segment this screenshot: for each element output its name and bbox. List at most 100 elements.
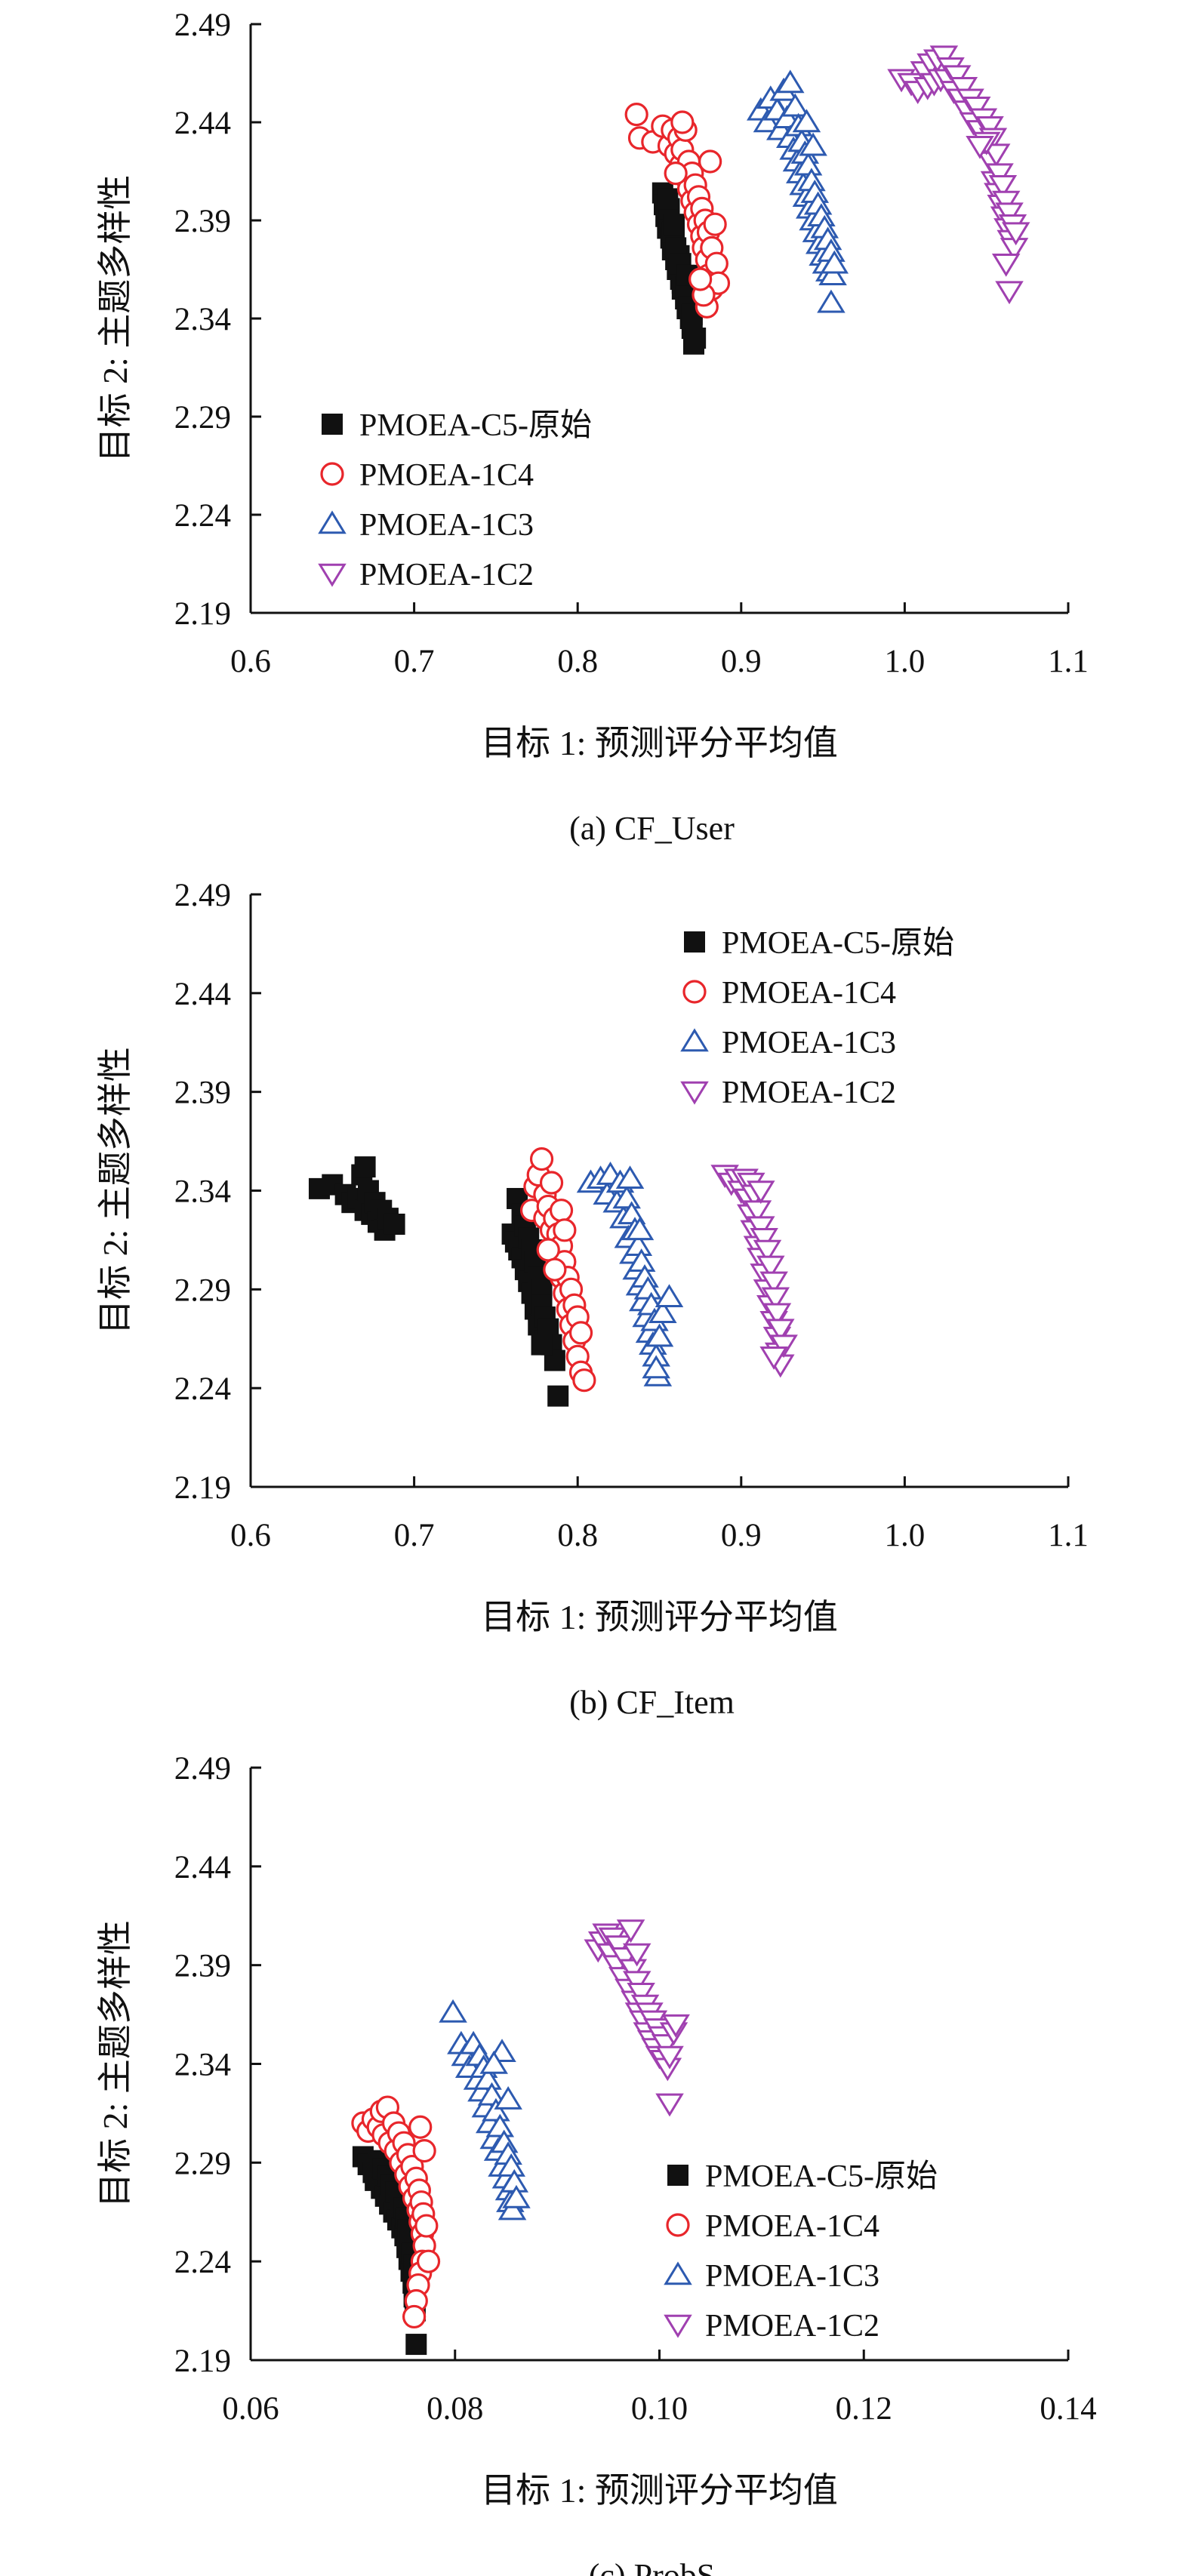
data-point xyxy=(753,1239,782,1263)
x-tick-label: 0.08 xyxy=(427,2391,483,2427)
series-4 xyxy=(710,1165,798,1378)
data-point xyxy=(625,1217,655,1241)
data-point xyxy=(477,2082,507,2106)
data-point xyxy=(766,1319,795,1343)
x-tick-label: 0.8 xyxy=(557,1518,598,1553)
y-tick-label: 2.39 xyxy=(174,204,231,239)
series-4 xyxy=(887,45,1030,305)
data-point xyxy=(618,1959,648,1983)
data-point xyxy=(412,2139,436,2163)
data-point xyxy=(942,65,972,89)
y-tick-label: 2.19 xyxy=(174,596,231,632)
x-axis-title: 目标 1: 预测评分平均值 xyxy=(481,2471,838,2510)
legend-marker xyxy=(680,1028,709,1052)
data-point xyxy=(494,2086,522,2110)
data-point xyxy=(416,2249,441,2273)
series-1 xyxy=(651,182,707,355)
y-axis-title: 目标 2: 主题多样性 xyxy=(96,175,134,463)
data-point xyxy=(414,2214,439,2238)
data-point xyxy=(792,109,821,133)
x-tick-label: 0.8 xyxy=(557,644,598,679)
y-tick-label: 2.24 xyxy=(174,498,231,534)
data-point xyxy=(604,1935,633,1959)
legend-marker xyxy=(320,462,344,486)
data-point xyxy=(664,162,688,186)
data-point xyxy=(753,109,782,133)
y-tick-label: 2.29 xyxy=(174,2146,231,2181)
legend-marker xyxy=(318,563,347,587)
x-tick-label: 0.06 xyxy=(222,2391,279,2427)
data-point xyxy=(799,132,827,156)
data-point xyxy=(539,1171,564,1195)
data-point xyxy=(622,1971,651,1995)
data-point xyxy=(769,1334,798,1359)
data-point xyxy=(547,1385,569,1407)
x-tick-label: 1.0 xyxy=(885,644,926,679)
legend-label: PMOEA-C5-原始 xyxy=(359,408,592,443)
legend-marker xyxy=(664,2314,692,2338)
data-point xyxy=(820,250,849,274)
data-point xyxy=(756,1255,785,1279)
x-tick-label: 0.9 xyxy=(721,1518,762,1553)
legend-marker xyxy=(666,2213,690,2237)
legend-marker xyxy=(318,510,347,534)
data-point xyxy=(981,143,1011,168)
chart-caption: (c) ProbS xyxy=(589,2557,715,2576)
data-point xyxy=(743,1200,772,1224)
data-point xyxy=(405,2334,427,2356)
data-point xyxy=(485,2113,515,2137)
data-point xyxy=(750,1228,778,1251)
y-tick-label: 2.19 xyxy=(174,1470,231,1506)
legend-marker xyxy=(682,980,707,1004)
x-tick-label: 0.7 xyxy=(394,644,435,679)
data-point xyxy=(657,188,679,210)
y-tick-label: 2.34 xyxy=(174,2048,231,2083)
data-point xyxy=(1001,222,1030,246)
data-point xyxy=(991,253,1021,277)
series-1 xyxy=(308,1156,569,1407)
legend-label: PMOEA-1C2 xyxy=(705,2309,879,2344)
y-tick-label: 2.44 xyxy=(174,1850,231,1885)
series-2 xyxy=(624,103,731,319)
legend-label: PMOEA-1C4 xyxy=(722,976,896,1011)
x-tick-label: 1.1 xyxy=(1048,1518,1089,1553)
chart-caption: (b) CF_Item xyxy=(569,1684,735,1721)
data-point xyxy=(703,212,727,236)
legend-label: PMOEA-1C4 xyxy=(705,2209,879,2244)
data-point xyxy=(624,103,648,127)
legend-marker xyxy=(680,1081,709,1105)
data-point xyxy=(655,2093,684,2117)
data-point xyxy=(645,1323,674,1347)
x-axis-title: 目标 1: 预测评分平均值 xyxy=(481,1598,838,1636)
data-point xyxy=(648,1300,677,1323)
y-tick-label: 2.39 xyxy=(174,1076,231,1111)
x-tick-label: 0.7 xyxy=(394,1518,435,1553)
data-point xyxy=(627,1983,655,2006)
x-axis-title: 目标 1: 预测评分平均值 xyxy=(481,724,838,762)
legend-label: PMOEA-1C3 xyxy=(359,508,534,543)
data-point xyxy=(698,149,722,174)
legend-label: PMOEA-C5-原始 xyxy=(722,926,954,961)
series-2 xyxy=(351,2095,441,2329)
y-tick-label: 2.49 xyxy=(174,8,231,43)
data-point xyxy=(688,267,713,291)
data-point xyxy=(685,328,707,349)
legend-label: PMOEA-1C2 xyxy=(722,1076,896,1110)
legend-marker xyxy=(684,931,705,953)
data-point xyxy=(622,1943,651,1967)
data-point xyxy=(536,1238,560,1262)
y-tick-label: 2.44 xyxy=(174,977,231,1012)
x-tick-label: 0.12 xyxy=(836,2391,892,2427)
data-point xyxy=(781,93,810,117)
series-3 xyxy=(439,1999,531,2221)
data-point xyxy=(502,2184,531,2208)
data-point xyxy=(642,1355,670,1379)
data-point xyxy=(966,135,994,159)
data-point xyxy=(962,96,991,120)
x-tick-label: 0.10 xyxy=(631,2391,688,2427)
data-point xyxy=(612,1185,641,1209)
series-3 xyxy=(747,69,849,313)
data-point xyxy=(572,1368,596,1393)
series-3 xyxy=(576,1161,684,1386)
x-tick-label: 1.1 xyxy=(1048,644,1089,679)
